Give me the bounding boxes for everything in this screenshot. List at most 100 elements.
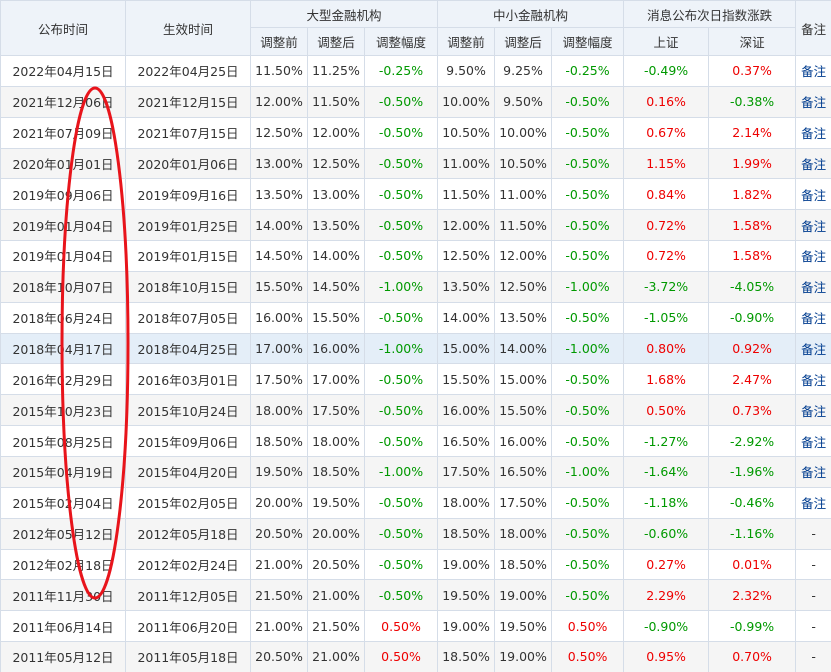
cell: 12.50% (250, 116, 308, 149)
cell: -0.50% (363, 394, 439, 427)
cell: 19.00% (494, 579, 553, 612)
cell: -0.50% (363, 579, 439, 612)
cell: 2011年12月05日 (125, 579, 251, 612)
subheader-cell: 深证 (708, 27, 797, 56)
note-link[interactable]: 备注 (795, 209, 831, 242)
cell: -0.50% (363, 301, 439, 334)
note-link[interactable]: 备注 (795, 332, 831, 365)
cell: -1.00% (363, 455, 439, 488)
cell: -0.50% (551, 548, 625, 581)
cell: 13.50% (437, 270, 496, 303)
cell: -2.92% (708, 425, 797, 457)
cell: 15.50% (437, 363, 496, 396)
note-link: - (795, 641, 831, 672)
table-row: 2012年02月18日 2012年02月24日 21.00% 20.50% -0.50%… (0, 548, 831, 581)
note-link[interactable]: 备注 (795, 455, 831, 488)
cell: -0.50% (363, 147, 439, 180)
cell: 2021年07月09日 (0, 116, 126, 149)
note-link[interactable]: 备注 (795, 486, 831, 519)
cell: 14.00% (250, 209, 308, 242)
cell: 0.16% (623, 85, 710, 118)
note-link[interactable]: 备注 (795, 116, 831, 149)
cell: 2019年01月04日 (0, 240, 126, 272)
cell: 2018年07月05日 (125, 301, 251, 334)
cell: 11.50% (437, 178, 496, 211)
subheader-cell: 调整幅度 (363, 27, 439, 56)
cell: 2021年12月15日 (125, 85, 251, 118)
cell: -0.50% (551, 394, 625, 427)
cell: 13.50% (307, 209, 365, 242)
note-link[interactable]: 备注 (795, 270, 831, 303)
note-link[interactable]: 备注 (795, 240, 831, 272)
cell: 17.50% (437, 455, 496, 488)
note-link[interactable]: 备注 (795, 147, 831, 180)
cell: 0.72% (623, 209, 710, 242)
cell: -0.50% (551, 579, 625, 612)
cell: 2.14% (708, 116, 797, 149)
header-cell: 中小金融机构 (437, 0, 625, 28)
table-row: 2011年11月30日 2011年12月05日 21.50% 21.00% -0.50%… (0, 579, 831, 612)
cell: 1.82% (708, 178, 797, 211)
cell: 0.80% (623, 332, 710, 365)
cell: -0.50% (363, 363, 439, 396)
cell: -0.46% (708, 486, 797, 519)
note-link: - (795, 548, 831, 581)
cell: 1.58% (708, 209, 797, 242)
cell: 2015年08月25日 (0, 425, 126, 457)
cell: 12.50% (307, 147, 365, 180)
table-row: 2019年01月04日 2019年01月15日 14.50% 14.00% -0.50%… (0, 240, 831, 272)
cell: -0.90% (708, 301, 797, 334)
cell: -0.50% (363, 517, 439, 550)
cell: 9.50% (437, 55, 496, 87)
cell: 2018年04月25日 (125, 332, 251, 365)
table-row: 2011年06月14日 2011年06月20日 21.00% 21.50% 0.50% 1… (0, 610, 831, 643)
cell: 10.50% (494, 147, 553, 180)
cell: 14.00% (307, 240, 365, 272)
cell: 10.00% (437, 85, 496, 118)
cell: 2018年10月15日 (125, 270, 251, 303)
cell: 19.50% (250, 455, 308, 488)
cell: 20.50% (250, 641, 308, 672)
cell: 1.68% (623, 363, 710, 396)
cell: 2019年09月16日 (125, 178, 251, 211)
cell: -1.00% (363, 270, 439, 303)
note-link[interactable]: 备注 (795, 363, 831, 396)
cell: 2015年04月19日 (0, 455, 126, 488)
cell: 2018年10月07日 (0, 270, 126, 303)
cell: 13.50% (494, 301, 553, 334)
cell: 2.32% (708, 579, 797, 612)
cell: 0.50% (623, 394, 710, 427)
cell: 14.00% (494, 332, 553, 365)
cell: 18.50% (307, 455, 365, 488)
cell: 2012年05月18日 (125, 517, 251, 550)
cell: -0.50% (551, 209, 625, 242)
cell: 18.50% (437, 517, 496, 550)
cell: 21.50% (307, 610, 365, 643)
cell: -0.50% (551, 301, 625, 334)
cell: 2021年12月06日 (0, 85, 126, 118)
note-link[interactable]: 备注 (795, 301, 831, 334)
note-link[interactable]: 备注 (795, 178, 831, 211)
note-link[interactable]: 备注 (795, 394, 831, 427)
note-link[interactable]: 备注 (795, 85, 831, 118)
cell: 13.50% (250, 178, 308, 211)
note-link[interactable]: 备注 (795, 425, 831, 457)
note-link[interactable]: 备注 (795, 55, 831, 87)
cell: 2012年05月12日 (0, 517, 126, 550)
cell: 21.00% (250, 610, 308, 643)
cell: 16.00% (307, 332, 365, 365)
cell: -3.72% (623, 270, 710, 303)
cell: -1.64% (623, 455, 710, 488)
header-cell: 公布时间 (0, 0, 126, 56)
subheader-cell: 上证 (623, 27, 710, 56)
cell: 19.00% (437, 548, 496, 581)
note-link: - (795, 610, 831, 643)
subheader-cell: 调整后 (494, 27, 553, 56)
cell: 2015年10月24日 (125, 394, 251, 427)
cell: 12.50% (437, 240, 496, 272)
cell: -1.18% (623, 486, 710, 519)
cell: 17.50% (250, 363, 308, 396)
cell: -0.50% (551, 147, 625, 180)
cell: -1.05% (623, 301, 710, 334)
cell: 2015年04月20日 (125, 455, 251, 488)
